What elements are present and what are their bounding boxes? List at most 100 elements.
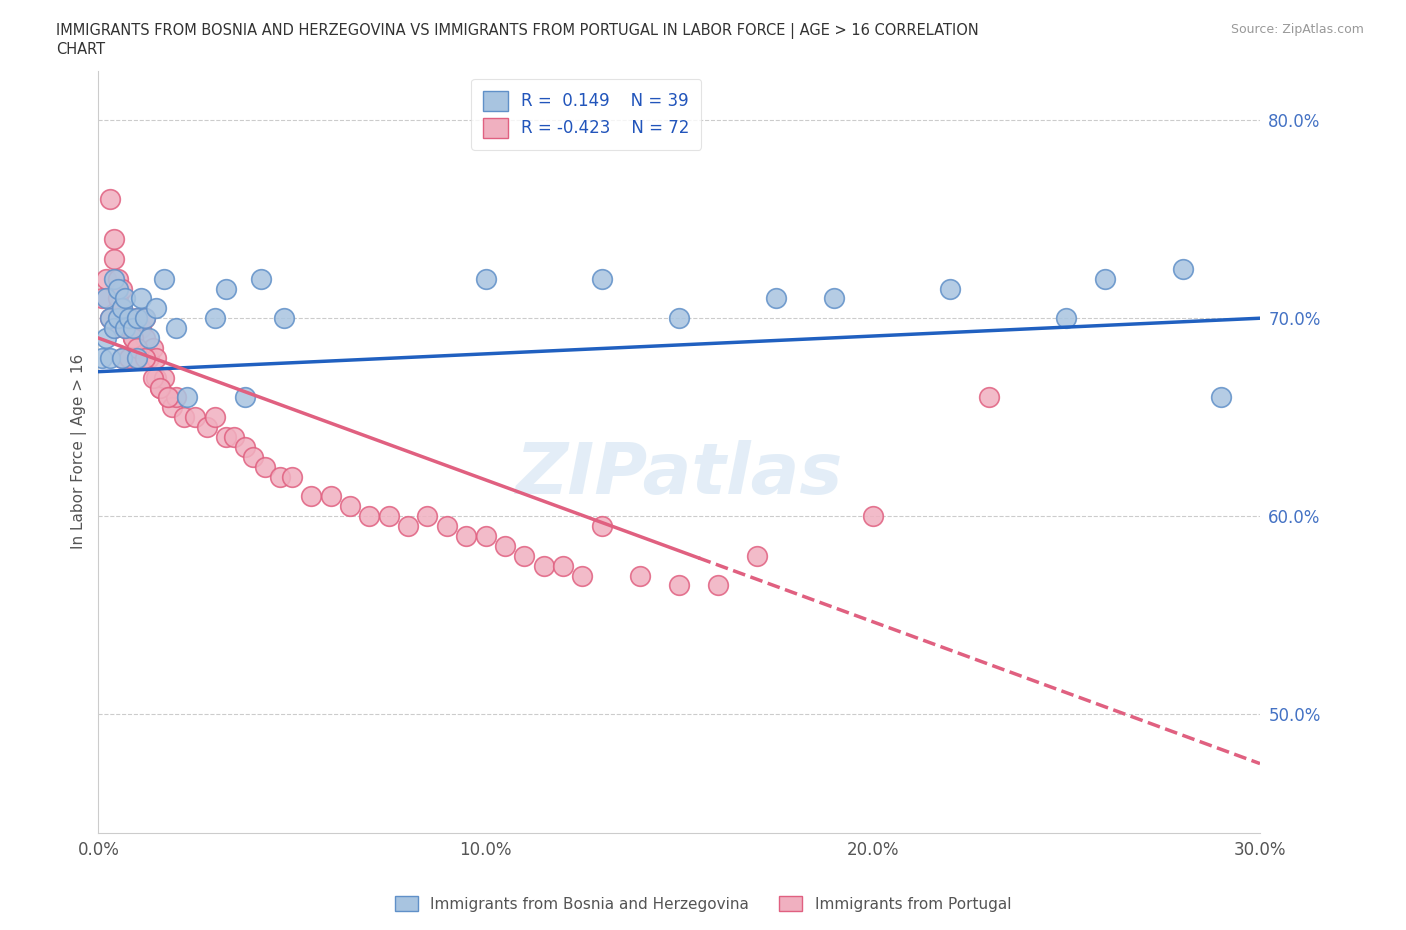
Point: [98, 311, 121, 325]
Point: [339, 498, 361, 513]
Point: [103, 321, 125, 336]
Point: [114, 311, 136, 325]
Point: [94, 291, 117, 306]
Point: [122, 330, 145, 345]
Point: [160, 400, 183, 415]
Point: [474, 528, 496, 543]
Point: [134, 351, 156, 365]
Point: [571, 568, 593, 583]
Point: [668, 311, 690, 325]
Point: [215, 430, 238, 445]
Point: [269, 469, 291, 484]
Point: [273, 311, 295, 325]
Point: [138, 351, 160, 365]
Legend: R =  0.149    N = 39, R = -0.423    N = 72: R = 0.149 N = 39, R = -0.423 N = 72: [471, 79, 702, 150]
Point: [165, 321, 187, 336]
Point: [103, 321, 125, 336]
Point: [125, 351, 148, 365]
Point: [176, 390, 198, 405]
Text: CHART: CHART: [56, 42, 105, 57]
Point: [378, 509, 401, 524]
Point: [253, 459, 276, 474]
Point: [134, 311, 156, 325]
Point: [157, 390, 180, 405]
Point: [149, 380, 172, 395]
Point: [98, 311, 121, 325]
Point: [145, 301, 167, 316]
Point: [114, 321, 136, 336]
Point: [551, 558, 574, 573]
Point: [456, 528, 478, 543]
Point: [94, 272, 117, 286]
Point: [242, 449, 264, 464]
Point: [125, 351, 148, 365]
Y-axis label: In Labor Force | Age > 16: In Labor Force | Age > 16: [72, 354, 87, 550]
Point: [204, 311, 226, 325]
Point: [134, 330, 156, 345]
Point: [173, 410, 195, 425]
Point: [122, 321, 145, 336]
Point: [281, 469, 304, 484]
Point: [222, 430, 245, 445]
Point: [103, 232, 125, 246]
Point: [195, 419, 218, 434]
Point: [94, 330, 117, 345]
Point: [1171, 261, 1194, 276]
Point: [145, 351, 167, 365]
Point: [107, 291, 129, 306]
Point: [125, 340, 148, 355]
Point: [125, 311, 148, 325]
Point: [235, 440, 257, 455]
Point: [359, 509, 381, 524]
Point: [1054, 311, 1077, 325]
Point: [110, 351, 132, 365]
Point: [533, 558, 555, 573]
Point: [862, 509, 884, 524]
Point: [118, 311, 141, 325]
Point: [630, 568, 652, 583]
Point: [149, 380, 172, 395]
Point: [142, 340, 165, 355]
Point: [707, 578, 730, 593]
Text: IMMIGRANTS FROM BOSNIA AND HERZEGOVINA VS IMMIGRANTS FROM PORTUGAL IN LABOR FORC: IMMIGRANTS FROM BOSNIA AND HERZEGOVINA V…: [56, 23, 979, 39]
Point: [765, 291, 787, 306]
Text: ZIPatlas: ZIPatlas: [516, 440, 842, 510]
Point: [118, 311, 141, 325]
Point: [436, 519, 458, 534]
Point: [129, 321, 152, 336]
Point: [107, 281, 129, 296]
Point: [91, 351, 114, 365]
Point: [134, 311, 156, 325]
Point: [114, 321, 136, 336]
Point: [591, 519, 613, 534]
Text: Source: ZipAtlas.com: Source: ZipAtlas.com: [1230, 23, 1364, 36]
Point: [823, 291, 845, 306]
Point: [165, 390, 187, 405]
Point: [98, 351, 121, 365]
Point: [142, 370, 165, 385]
Point: [145, 370, 167, 385]
Point: [110, 281, 132, 296]
Point: [513, 549, 536, 564]
Point: [319, 489, 342, 504]
Point: [494, 538, 516, 553]
Point: [215, 281, 238, 296]
Point: [235, 390, 257, 405]
Point: [153, 370, 176, 385]
Point: [153, 272, 176, 286]
Point: [122, 330, 145, 345]
Point: [110, 301, 132, 316]
Point: [103, 251, 125, 266]
Point: [103, 272, 125, 286]
Point: [114, 291, 136, 306]
Point: [129, 291, 152, 306]
Point: [107, 272, 129, 286]
Point: [125, 311, 148, 325]
Point: [396, 519, 419, 534]
Point: [939, 281, 962, 296]
Point: [250, 272, 273, 286]
Legend: Immigrants from Bosnia and Herzegovina, Immigrants from Portugal: Immigrants from Bosnia and Herzegovina, …: [389, 889, 1017, 918]
Point: [107, 311, 129, 325]
Point: [184, 410, 207, 425]
Point: [204, 410, 226, 425]
